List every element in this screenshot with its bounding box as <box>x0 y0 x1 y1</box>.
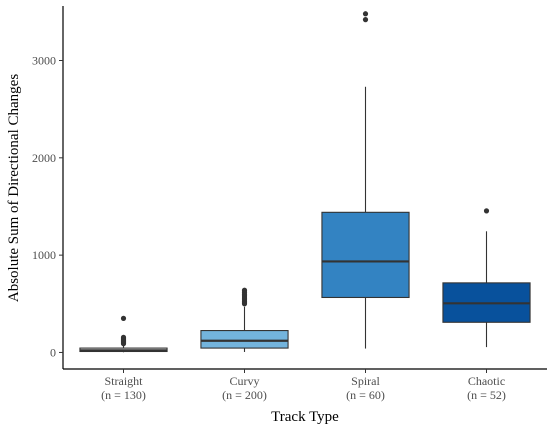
x-tick-count-label: (n = 200) <box>222 388 267 402</box>
boxes-layer <box>79 11 531 353</box>
box-curvy <box>200 287 289 352</box>
x-axis-ticks: Straight(n = 130)Curvy(n = 200)Spiral(n … <box>101 369 506 402</box>
x-tick-label: Curvy <box>230 374 260 388</box>
y-tick-label: 2000 <box>32 151 56 165</box>
outlier-point <box>483 208 490 214</box>
outlier-point <box>120 334 127 340</box>
iqr-box <box>200 330 289 349</box>
iqr-box <box>321 211 410 299</box>
x-tick-count-label: (n = 130) <box>101 388 146 402</box>
y-tick-label: 1000 <box>32 248 56 262</box>
outlier-point <box>362 17 369 23</box>
y-tick-label: 0 <box>50 345 56 359</box>
x-tick-label: Straight <box>105 374 144 388</box>
box-straight <box>79 315 168 353</box>
outlier-point <box>120 315 127 321</box>
x-axis-title: Track Type <box>271 409 339 425</box>
y-axis-title: Absolute Sum of Directional Changes <box>6 74 22 302</box>
box-spiral <box>321 11 410 349</box>
x-tick-label: Chaotic <box>468 374 505 388</box>
outlier-point <box>241 287 248 293</box>
box-chaotic <box>442 208 531 348</box>
outlier-point <box>362 11 369 17</box>
x-tick-label: Spiral <box>351 374 380 388</box>
x-tick-count-label: (n = 52) <box>467 388 506 402</box>
y-axis-ticks: 0 1000 2000 3000 <box>32 53 63 359</box>
x-tick-count-label: (n = 60) <box>346 388 385 402</box>
y-tick-label: 3000 <box>32 53 56 67</box>
